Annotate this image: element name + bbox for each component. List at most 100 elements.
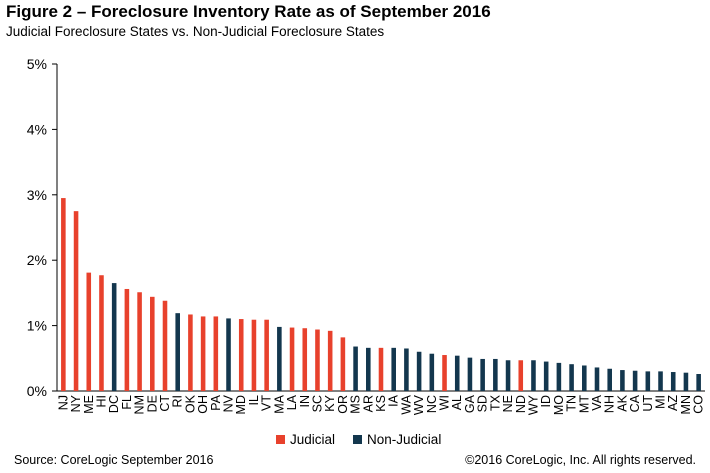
bar-ut — [645, 371, 651, 391]
x-tick-label-ma: MA — [272, 394, 286, 413]
x-tick-label-ne: NE — [501, 395, 515, 412]
legend-label-judicial: Judicial — [290, 432, 336, 447]
bar-me — [86, 272, 92, 391]
source-note: Source: CoreLogic September 2016 — [14, 453, 214, 467]
y-tick-label: 1% — [27, 318, 47, 334]
bar-oh — [200, 316, 206, 391]
x-tick-label-vt: VT — [260, 395, 274, 411]
x-tick-label-or: OR — [336, 395, 350, 414]
bar-ny — [73, 211, 79, 391]
bar-ok — [188, 314, 193, 391]
x-tick-label-ia: IA — [387, 394, 401, 406]
x-tick-label-al: AL — [450, 395, 464, 410]
x-tick-label-il: IL — [247, 395, 261, 405]
bar-la — [289, 327, 295, 391]
x-tick-label-ak: AK — [615, 394, 629, 411]
copyright-note: ©2016 CoreLogic, Inc. All rights reserve… — [465, 453, 696, 467]
bar-ms — [353, 346, 358, 391]
bars — [61, 198, 701, 391]
bar-ar — [366, 347, 371, 391]
y-tick-label: 3% — [27, 187, 47, 203]
bar-nm — [137, 292, 142, 391]
x-tick-label-va: VA — [590, 394, 604, 410]
y-tick-label: 5% — [27, 56, 47, 72]
x-tick-label-ca: CA — [628, 394, 642, 412]
bar-nc — [429, 353, 435, 391]
y-axis: 0% 1% 2% 3% 4% 5% — [27, 56, 58, 399]
x-tick-label-co: CO — [692, 395, 706, 414]
legend: Judicial Non-Judicial — [276, 432, 459, 447]
bar-nd — [518, 360, 524, 391]
bar-ak — [620, 370, 625, 391]
bar-nh — [607, 368, 612, 391]
bar-vt — [264, 319, 269, 391]
x-tick-label-nc: NC — [425, 395, 439, 413]
bar-de — [150, 296, 155, 391]
x-tick-label-mn: MN — [679, 395, 693, 414]
x-tick-labels: NJNYMEHIDCFLNMDECTRIOKOHPANVMDILVTMALAIN… — [56, 394, 705, 415]
bar-il — [251, 319, 257, 391]
bar-ky — [327, 330, 333, 391]
bar-tx — [493, 358, 498, 391]
bar-tn — [569, 364, 574, 391]
legend-swatch-non-judicial — [353, 435, 363, 444]
bar-ne — [505, 360, 511, 391]
x-tick-label-ky: KY — [323, 394, 337, 411]
bar-ga — [467, 357, 473, 391]
bar-or — [340, 337, 346, 391]
legend-label-non-judicial: Non-Judicial — [367, 432, 442, 447]
y-tick-label: 4% — [27, 121, 47, 137]
bar-sd — [480, 358, 485, 391]
x-tick-label-wv: WV — [412, 394, 426, 415]
x-tick-label-wa: WA — [399, 394, 413, 414]
x-tick-label-mt: MT — [577, 395, 591, 413]
bar-mt — [582, 365, 587, 391]
legend-swatch-judicial — [276, 435, 285, 444]
y-tick-label: 0% — [27, 383, 47, 399]
bar-va — [594, 367, 600, 391]
x-tick-label-ut: UT — [641, 395, 655, 412]
x-tick-label-id: ID — [539, 395, 553, 408]
bar-wv — [416, 351, 422, 391]
x-tick-label-mi: MI — [654, 395, 668, 409]
legend-item-non-judicial: Non-Judicial — [353, 432, 441, 447]
x-tick-label-dc: DC — [107, 395, 121, 413]
x-tick-label-ny: NY — [69, 394, 83, 412]
bar-md — [238, 319, 244, 391]
x-tick-label-wy: WY — [526, 394, 540, 415]
x-tick-label-tn: TN — [565, 395, 579, 412]
bar-az — [670, 372, 676, 391]
x-tick-label-nj: NJ — [56, 395, 70, 410]
x-tick-label-md: MD — [234, 395, 248, 414]
bar-wa — [404, 348, 409, 391]
x-tick-label-la: LA — [285, 394, 299, 410]
x-tick-label-ri: RI — [171, 395, 185, 408]
x-tick-label-sc: SC — [310, 395, 324, 412]
x-tick-label-ks: KS — [374, 395, 388, 412]
bar-hi — [99, 275, 104, 391]
bar-ca — [632, 370, 638, 391]
bar-al — [454, 355, 460, 391]
bar-ri — [175, 313, 180, 391]
x-tick-label-de: DE — [145, 395, 159, 412]
chart-title: Figure 2 – Foreclosure Inventory Rate as… — [6, 2, 491, 21]
x-tick-label-sd: SD — [476, 395, 490, 412]
x-tick-label-mo: MO — [552, 395, 566, 415]
bar-ma — [277, 326, 282, 391]
x-tick-label-ok: OK — [183, 394, 197, 413]
x-tick-label-tx: TX — [488, 394, 502, 411]
bar-nj — [61, 198, 66, 391]
x-tick-label-fl: FL — [120, 395, 134, 410]
bar-mi — [658, 371, 663, 391]
bar-mn — [683, 372, 689, 391]
x-tick-label-wi: WI — [438, 395, 452, 410]
bar-in — [302, 328, 308, 391]
bar-ia — [391, 347, 396, 391]
x-tick-label-nm: NM — [133, 395, 147, 414]
x-tick-label-in: IN — [298, 395, 312, 408]
x-tick-label-nd: ND — [514, 395, 528, 413]
bar-id — [543, 361, 549, 391]
bar-fl — [124, 288, 130, 391]
